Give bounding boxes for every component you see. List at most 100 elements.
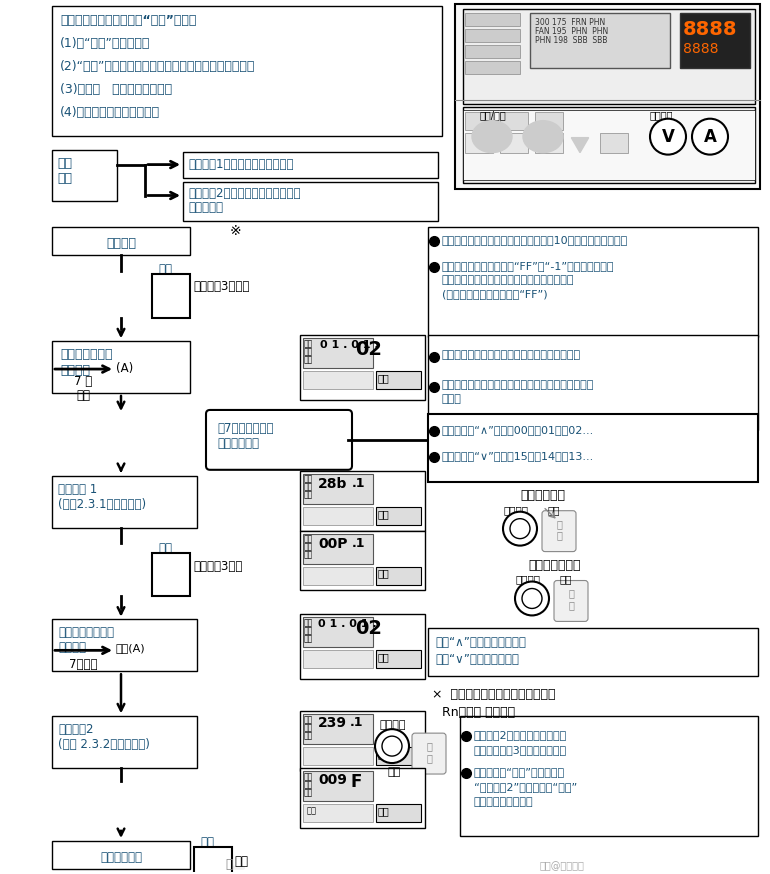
Text: 相连设备的设备编号，或检测模式下事先选定的设备: 相连设备的设备编号，或检测模式下事先选定的设备 <box>442 380 594 390</box>
Ellipse shape <box>472 121 512 153</box>
FancyBboxPatch shape <box>152 552 190 596</box>
FancyBboxPatch shape <box>376 507 421 524</box>
FancyBboxPatch shape <box>303 747 373 765</box>
Text: 由于遥控器与室内机之间传输要花大约10秒钟，显示将延迟。: 由于遥控器与室内机之间传输要花大约10秒钟，显示将延迟。 <box>442 235 628 246</box>
Text: .1: .1 <box>352 537 366 550</box>
Text: 室外: 室外 <box>304 732 313 740</box>
FancyBboxPatch shape <box>465 133 493 153</box>
FancyBboxPatch shape <box>52 716 197 768</box>
Text: (3)在正常   作或停机时检查。: (3)在正常 作或停机时检查。 <box>60 83 172 96</box>
Text: 制冷: 制冷 <box>304 535 313 544</box>
Text: 温度调节: 温度调节 <box>380 720 407 730</box>
FancyBboxPatch shape <box>52 841 190 869</box>
FancyBboxPatch shape <box>428 227 758 337</box>
Text: (故障代码也可能被显示为“FF”): (故障代码也可能被显示为“FF”) <box>442 289 547 299</box>
Text: 检测模式1：目前参数将被显示。: 检测模式1：目前参数将被显示。 <box>188 157 293 170</box>
Text: 检测模式2时，可以获得最先串: 检测模式2时，可以获得最先串 <box>474 730 567 740</box>
Text: 检测
模式: 检测 模式 <box>57 156 72 184</box>
Text: 查看下一个显示: 查看下一个显示 <box>529 558 581 572</box>
Text: 暖冷: 暖冷 <box>304 347 313 356</box>
Text: 制冷: 制冷 <box>304 772 313 781</box>
FancyBboxPatch shape <box>303 507 373 524</box>
FancyBboxPatch shape <box>463 107 755 183</box>
FancyBboxPatch shape <box>300 335 425 400</box>
FancyBboxPatch shape <box>52 620 197 671</box>
Text: 机器编号与故障: 机器编号与故障 <box>60 348 112 361</box>
FancyBboxPatch shape <box>52 227 190 255</box>
FancyBboxPatch shape <box>303 771 373 801</box>
Text: 暖冷: 暖冷 <box>304 723 313 732</box>
FancyBboxPatch shape <box>194 847 232 874</box>
Text: F: F <box>350 773 361 791</box>
Text: 暖冷: 暖冷 <box>304 482 313 492</box>
FancyBboxPatch shape <box>300 768 425 828</box>
Text: 点检: 点检 <box>378 652 390 662</box>
Text: 所有参数都可能被显示为“FF”或“-1”。这些由于软件: 所有参数都可能被显示为“FF”或“-1”。这些由于软件 <box>442 261 614 271</box>
Text: 02: 02 <box>355 340 382 359</box>
FancyBboxPatch shape <box>460 716 758 836</box>
FancyBboxPatch shape <box>152 274 190 318</box>
FancyBboxPatch shape <box>303 650 373 669</box>
FancyBboxPatch shape <box>300 471 425 531</box>
FancyBboxPatch shape <box>303 534 373 564</box>
Text: 原因而暂时产生的参数对设备功能毫无影响。: 原因而暂时产生的参数对设备功能毫无影响。 <box>442 275 574 285</box>
Text: 按下: 按下 <box>234 855 248 868</box>
Text: 按下“∧”查看下一个参数。: 按下“∧”查看下一个参数。 <box>435 636 526 649</box>
FancyBboxPatch shape <box>465 61 520 73</box>
Text: (参看2.3.1获取细节。): (参看2.3.1获取细节。) <box>58 497 146 510</box>
FancyBboxPatch shape <box>303 804 373 822</box>
FancyBboxPatch shape <box>303 617 373 648</box>
Circle shape <box>522 588 542 608</box>
Text: ×  地址：＊＊制冷系统室内机编号: × 地址：＊＊制冷系统室内机编号 <box>432 688 555 701</box>
Text: (1)当“运行”灯闪烁时。: (1)当“运行”灯闪烁时。 <box>60 37 150 50</box>
FancyBboxPatch shape <box>428 335 758 430</box>
Text: 7秒以后: 7秒以后 <box>69 658 97 671</box>
Text: 暖冷: 暖冷 <box>304 780 313 789</box>
Text: 0 1 . 0 1 .: 0 1 . 0 1 . <box>318 620 377 629</box>
FancyBboxPatch shape <box>428 414 758 482</box>
Text: 8888: 8888 <box>683 20 738 39</box>
Text: 向后：按下“∨”开关从15降至14降至13...: 向后：按下“∨”开关从15降至14降至13... <box>442 451 594 461</box>
Text: 制冷: 制冷 <box>304 715 313 725</box>
FancyBboxPatch shape <box>303 338 373 368</box>
Text: 按下: 按下 <box>548 504 561 515</box>
Circle shape <box>510 518 530 538</box>
FancyBboxPatch shape <box>376 650 421 669</box>
Text: A: A <box>704 128 716 146</box>
FancyBboxPatch shape <box>463 110 755 179</box>
Text: 按下“∨”查看先前参数。: 按下“∨”查看先前参数。 <box>435 654 519 666</box>
Text: 按下超过3秒钟。: 按下超过3秒钟。 <box>193 281 249 294</box>
Text: 编号。: 编号。 <box>442 394 462 404</box>
Text: 参看(A): 参看(A) <box>116 643 146 654</box>
FancyBboxPatch shape <box>52 149 117 202</box>
FancyBboxPatch shape <box>303 474 373 503</box>
FancyBboxPatch shape <box>303 371 373 389</box>
Text: 28b: 28b <box>318 477 347 491</box>
FancyBboxPatch shape <box>463 9 755 104</box>
Text: 300 175  FRN PHN: 300 175 FRN PHN <box>535 18 605 27</box>
FancyBboxPatch shape <box>535 133 563 153</box>
FancyBboxPatch shape <box>465 29 520 42</box>
FancyBboxPatch shape <box>465 112 493 129</box>
Text: 室外: 室外 <box>304 551 313 559</box>
FancyBboxPatch shape <box>303 714 373 744</box>
Text: 在7秒以内检查另: 在7秒以内检查另 <box>217 422 273 435</box>
Text: 点检: 点检 <box>200 836 214 849</box>
FancyBboxPatch shape <box>542 510 576 551</box>
Circle shape <box>382 736 402 756</box>
Text: “检测模式2”。即使按下“点检”: “检测模式2”。即使按下“点检” <box>474 782 578 792</box>
Text: 故障代码: 故障代码 <box>58 642 86 655</box>
FancyBboxPatch shape <box>412 733 446 774</box>
Text: 手
势: 手 势 <box>556 518 562 540</box>
Text: v: v <box>516 522 524 535</box>
Text: 按下超过3秒钟: 按下超过3秒钟 <box>193 559 243 572</box>
FancyBboxPatch shape <box>530 13 670 68</box>
Text: 运行/停止: 运行/停止 <box>480 110 507 120</box>
FancyBboxPatch shape <box>303 566 373 585</box>
Text: 点检: 点检 <box>378 509 390 518</box>
Text: 暖冷: 暖冷 <box>304 627 313 635</box>
Text: 手
势: 手 势 <box>426 741 432 763</box>
Text: Rn：＊＊ 制冷系统: Rn：＊＊ 制冷系统 <box>442 706 515 719</box>
FancyBboxPatch shape <box>500 112 528 129</box>
Text: 点检: 点检 <box>378 569 390 579</box>
